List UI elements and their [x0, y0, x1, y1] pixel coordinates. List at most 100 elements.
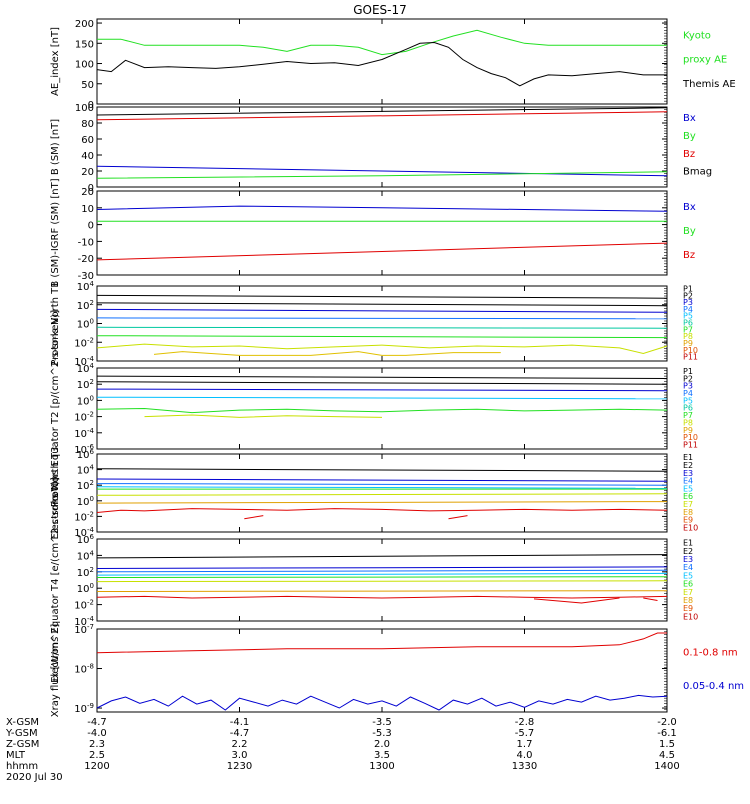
x-row-value: 2.2 — [232, 739, 248, 750]
legend-entry: 0.05-0.4 nm — [683, 681, 744, 692]
legend-entry: P4 — [683, 389, 693, 398]
legend-entry: E5 — [683, 484, 693, 493]
panel-frame — [96, 453, 668, 533]
y-tick-label: 50 — [81, 80, 94, 91]
x-row-value: -2.8 — [515, 717, 535, 728]
series-line-2 — [96, 381, 668, 385]
x-row-label: X-GSM — [6, 717, 39, 728]
y-tick-label: 10-6 — [74, 443, 94, 456]
y-tick-label: 10-2 — [74, 336, 94, 349]
legend-entry: P9 — [683, 339, 693, 348]
series-line-5 — [96, 407, 668, 414]
y-tick-label: 102 — [77, 299, 94, 312]
legend-entry: P10 — [683, 433, 698, 442]
x-row-value: 1.5 — [659, 739, 675, 750]
y-tick-label: 10 — [81, 204, 94, 215]
y-tick-label: 150 — [75, 39, 94, 50]
legend-entry: P5 — [683, 312, 693, 321]
y-tick-label: 40 — [81, 151, 94, 162]
legend-entry: P10 — [683, 346, 698, 355]
x-row-value: -5.3 — [372, 728, 392, 739]
legend-entry: E6 — [683, 580, 693, 589]
series-line-10 — [643, 597, 658, 601]
legend-entry: Bmag — [683, 167, 712, 178]
series-line-5 — [96, 576, 668, 578]
panel-7: 106 104 102 100 10-2 10-4 Electrons Equator T4… — [50, 477, 698, 683]
series-line-8 — [96, 508, 668, 513]
series-line-6 — [96, 335, 668, 339]
y-tick-label: 60 — [81, 135, 94, 146]
legend-entry: P9 — [683, 426, 693, 435]
legend-entry: E10 — [683, 612, 698, 621]
legend-entry: P1 — [683, 367, 693, 376]
panel-frame — [96, 628, 668, 713]
legend-entry: By — [683, 226, 696, 237]
x-row-value: -6.1 — [657, 728, 677, 739]
legend-entry: E5 — [683, 571, 693, 580]
series-line-6 — [96, 580, 668, 583]
legend: 0.1-0.8 nm 0.05-0.4 nm — [683, 648, 744, 692]
y-tick-label: 100 — [77, 318, 94, 331]
series-line-5 — [96, 326, 668, 329]
x-row-value: -4.7 — [87, 717, 107, 728]
legend-entry: E2 — [683, 547, 693, 556]
legend-entry: Themis AE — [682, 79, 736, 90]
y-tick-label: 102 — [77, 378, 94, 391]
legend-entry: P4 — [683, 305, 693, 314]
y-tick-label: 100 — [77, 495, 94, 508]
y-tick-label: 10-4 — [74, 615, 94, 628]
series-line-7 — [96, 343, 668, 355]
legend-entry: E1 — [683, 539, 693, 548]
legend-entry: E8 — [683, 508, 693, 517]
y-tick-label: 10-8 — [74, 663, 94, 676]
legend-entry: Bz — [683, 250, 695, 261]
y-tick-label: 104 — [77, 549, 95, 562]
legend: Kyoto proxy AE Themis AE — [682, 30, 736, 90]
legend-entry: P3 — [683, 382, 693, 391]
y-axis-label: Electrons North T3 — [50, 446, 61, 539]
series-line-4 — [96, 171, 668, 179]
series-line-1 — [96, 468, 668, 472]
y-tick-label: 10-7 — [74, 623, 94, 636]
y-tick-label: 0 — [88, 221, 94, 232]
series-line-3 — [96, 308, 668, 313]
y-tick-label: 200 — [75, 19, 94, 30]
y-tick-label: 100 — [75, 103, 94, 114]
legend-entry: E3 — [683, 469, 693, 478]
x-row-label: Z-GSM — [6, 739, 39, 750]
series-line-9 — [244, 515, 264, 520]
series-line-9 — [533, 597, 620, 604]
series-line-4 — [96, 572, 668, 576]
x-row-value: 4.0 — [517, 750, 533, 761]
x-row-value: -4.1 — [230, 717, 250, 728]
legend-entry: E4 — [683, 563, 693, 572]
legend-entry: P7 — [683, 411, 693, 420]
legend-entry: P8 — [683, 418, 693, 427]
legend-entry: P5 — [683, 396, 693, 405]
legend-entry: Bz — [683, 149, 695, 160]
y-tick-label: 106 — [77, 448, 95, 461]
x-row-value: 3.5 — [374, 750, 390, 761]
x-row-value: 1.7 — [517, 739, 533, 750]
legend-entry: P11 — [683, 353, 698, 362]
y-tick-label: 20 — [81, 187, 94, 198]
series-line-6 — [96, 493, 668, 496]
x-row-value: 1330 — [512, 761, 537, 772]
x-row-value: 1300 — [369, 761, 394, 772]
y-tick-label: 106 — [77, 533, 95, 546]
x-row-value: 3.0 — [232, 750, 248, 761]
y-tick-label: -30 — [78, 271, 94, 282]
y-tick-label: 0 — [88, 183, 94, 194]
y-tick-label: 10-4 — [74, 526, 94, 539]
y-axis-label: B (SM)-IGRF (SM) [nT] — [50, 178, 61, 287]
series-line-4 — [96, 317, 668, 320]
legend-entry: E8 — [683, 596, 693, 605]
panel-2: 100 80 60 40 20 0 B (SM) [nT] Bx By Bz Bmag — [50, 103, 712, 194]
y-axis-label: Protons North T1 — [50, 281, 61, 365]
legend-entry: Kyoto — [683, 30, 711, 41]
y-tick-label: -20 — [78, 254, 94, 265]
series-line-6 — [144, 414, 383, 418]
legend-entry: P2 — [683, 291, 693, 300]
